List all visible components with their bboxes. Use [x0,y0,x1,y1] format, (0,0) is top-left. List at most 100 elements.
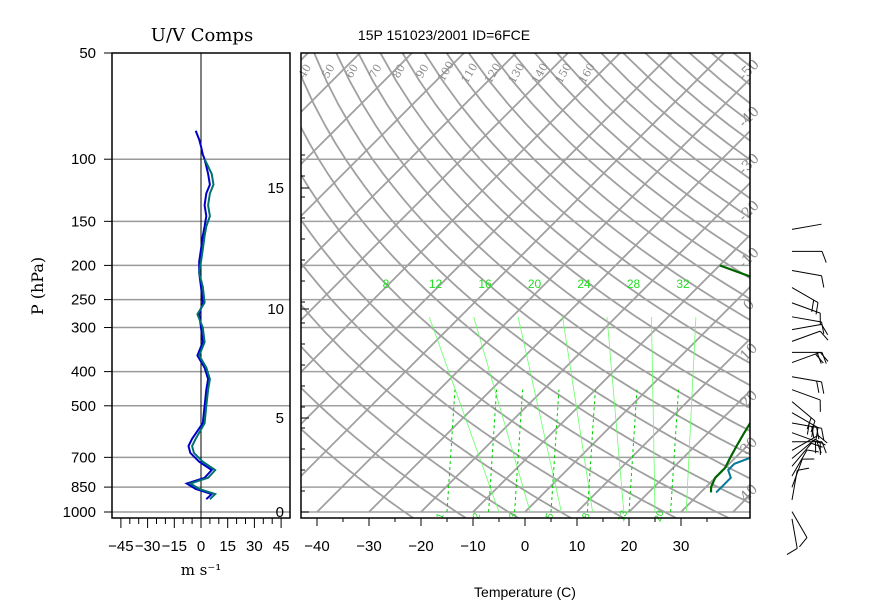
dry-adiabat [556,53,750,219]
wind-barb-flag [815,427,819,440]
dry-adiabat [301,72,750,480]
theta-label: 50 [319,62,337,81]
wind-barb-flag [821,324,829,335]
dry-adiabat [688,53,750,105]
mixing-ratio-label: 13 [616,509,630,524]
wind-barb-staff [791,376,822,383]
mixing-ratio-line [670,389,680,513]
isotherm-label: -40 [736,104,763,131]
uv-series-line [187,158,218,500]
skewt-panel: 15P 151023/2001 ID=6FCE 40 50 60 70 80 90 100 1… [267,27,887,600]
wind-barb-staff [791,438,816,459]
wind-barb-flag [806,449,819,453]
wind-barb-flag [799,537,808,548]
mixing-ratio-label: 20 [653,509,667,524]
isotherm [680,441,750,513]
wind-barb-flag [816,380,820,393]
temperature-tick-label: −20 [408,538,433,555]
uv-x-tick-label: −45 [108,538,133,555]
wind-barb-staff [791,518,798,549]
theta-e-line [651,316,656,513]
temperature-tick-label: 10 [569,538,586,555]
wind-barb-staff [791,316,822,323]
uv-x-tick-label: 0 [197,538,205,555]
mixing-ratio-line [446,389,456,513]
mixing-ratio-label: 2 [471,511,483,520]
dry-adiabat [301,218,679,518]
wind-barb-flag [814,438,826,446]
mixing-ratio-line [514,389,524,513]
isotherm-label: 20 [737,387,761,411]
wind-barb-staff [791,442,812,467]
isotherm [785,53,887,512]
wind-barb-staff [791,323,822,331]
wind-barb-flag [821,251,827,263]
theta-label: 130 [506,61,528,86]
uv-x-tick-label: −15 [162,538,187,555]
uv-x-tick-label: 45 [273,538,290,555]
temperature-tick-label: 30 [673,538,690,555]
dry-adiabat [357,53,750,409]
pressure-tick-label: 700 [71,449,96,466]
wind-barb-flag [816,441,822,454]
height-tick-label: 0 [276,504,284,521]
theta-e-label: 32 [676,277,690,291]
isotherm [301,53,361,114]
dry-adiabat [301,345,521,518]
mixing-ratio-line [628,389,638,513]
dry-adiabat [313,53,750,456]
temperature-axis-label: Temperature (C) [474,584,576,600]
pressure-tick-labels: 50 100 150 200 250 300 400 500 700 850 1000 [63,45,112,521]
wind-barb-flag [806,422,810,435]
wind-barb-staff [791,511,808,538]
temperature-dewpoint-profiles [709,264,750,494]
isotherm-label: 0 [740,296,758,314]
dry-adiabat [301,125,750,505]
uv-x-axis-label: m s⁻¹ [181,561,222,579]
uv-x-ticks: −45 −30 −15 0 15 30 45 [108,518,289,555]
isotherm [301,53,465,218]
dry-adiabat [335,53,750,432]
theta-e-line [685,316,697,513]
theta-e-line [517,316,562,513]
wind-barb-flag [821,428,825,441]
theta-label: 70 [366,62,384,81]
uv-x-tick-label: 30 [246,538,263,555]
uv-x-tick-label: 15 [219,538,236,555]
wind-barb-staff [791,330,821,342]
uv-series [184,130,218,500]
mixing-ratio-line [550,389,560,513]
theta-e-line [428,316,500,513]
theta-e-label: 24 [577,277,591,291]
wind-barb-flag [819,351,829,362]
isotherm [301,53,621,374]
isotherm [301,53,725,478]
dry-adiabat [490,53,750,280]
theta-label: 40 [296,62,314,81]
wind-barb-staff [791,434,819,451]
pressure-tick-label: 150 [71,213,96,230]
height-tick-label: 10 [267,301,284,318]
wind-barb-flag [821,352,827,364]
skewt-title: 15P 151023/2001 ID=6FCE [358,27,530,43]
temperature-tick-label: −10 [460,538,485,555]
theta-e-line [562,316,593,513]
pressure-tick-label: 400 [71,364,96,381]
pressure-tick-label: 50 [79,45,96,62]
pressure-axis-label: P (hPa) [28,257,47,315]
uv-title: U/V Comps [151,25,253,46]
dry-adiabat [445,53,750,321]
isotherm [301,53,517,270]
pressure-tick-label: 200 [71,257,96,274]
isotherm [420,181,750,513]
pressure-tick-label: 850 [71,479,96,496]
isotherm-label: -30 [736,151,763,178]
theta-e-label: 28 [627,277,641,291]
dry-adiabat [800,53,887,520]
dry-adiabat [401,53,750,365]
isotherm-label: -10 [736,245,763,272]
wind-barb-flag [816,427,820,440]
temperature-tick-label: 0 [521,538,529,555]
